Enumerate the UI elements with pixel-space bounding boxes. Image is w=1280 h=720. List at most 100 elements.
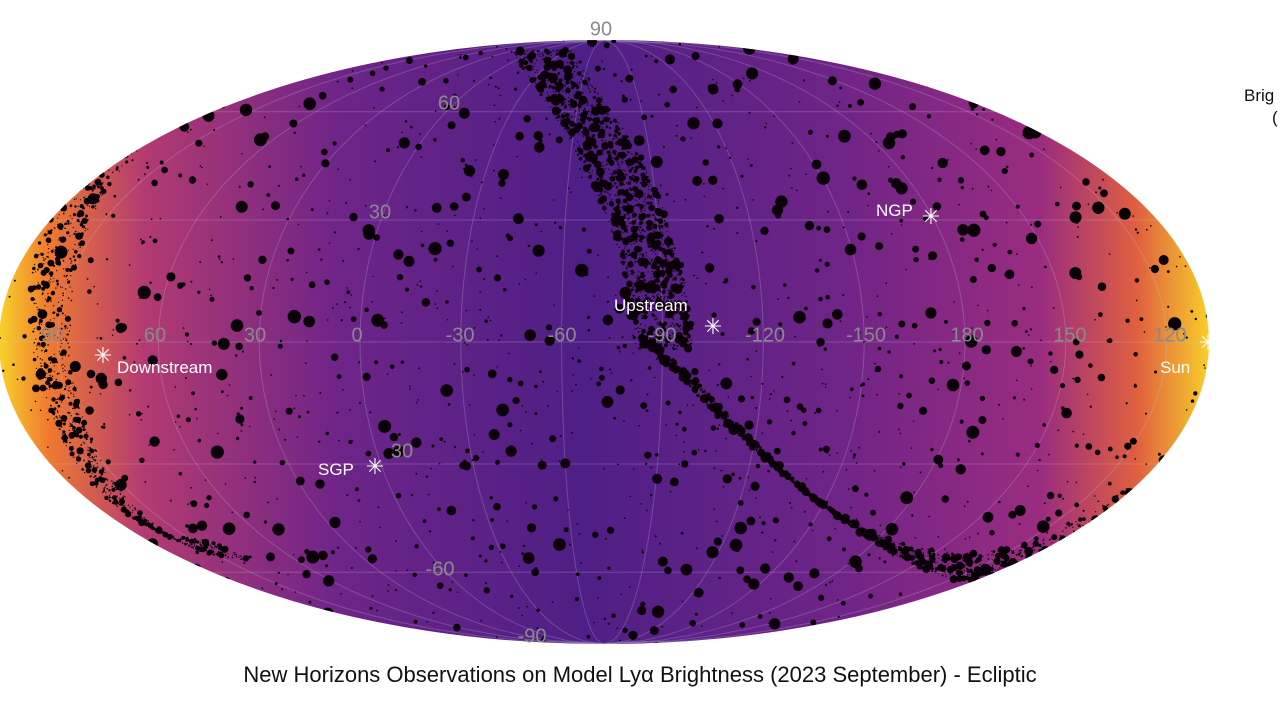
masked-star [607,566,611,570]
masked-star [138,339,141,341]
masked-star [579,151,584,155]
masked-star [1026,584,1028,587]
masked-star [923,567,926,569]
masked-star [146,538,159,550]
masked-star [651,258,653,261]
masked-star [149,436,160,447]
masked-star [608,133,612,137]
masked-star [295,394,297,397]
masked-star [542,91,544,93]
masked-star [659,337,661,339]
masked-star [691,368,699,376]
masked-star [540,230,542,233]
masked-star [976,581,978,584]
masked-star [463,165,476,177]
masked-star [990,550,993,553]
masked-star [743,575,751,584]
masked-star [796,403,804,411]
masked-star [704,389,706,391]
masked-star [1201,272,1207,278]
masked-star [862,181,866,184]
masked-star [534,71,536,73]
masked-star [971,612,982,623]
masked-star [458,56,462,59]
masked-star [1082,524,1084,527]
masked-star [908,554,916,561]
masked-star [998,92,1007,100]
masked-star [1132,541,1136,545]
masked-star [1182,515,1185,518]
masked-star [928,251,938,261]
masked-star [537,72,539,74]
masked-star [1079,557,1081,559]
masked-star [182,327,185,329]
masked-star [680,531,684,535]
masked-star [650,287,653,289]
masked-star [947,361,950,364]
masked-star [1028,562,1030,564]
masked-star [279,638,282,641]
masked-star [468,404,471,406]
masked-star [563,527,569,533]
masked-star [536,608,540,613]
masked-star [1096,518,1098,520]
masked-star [646,201,650,205]
masked-star [489,496,493,500]
masked-star [2,207,6,210]
masked-star [644,231,646,233]
masked-star [1075,638,1086,644]
masked-star [306,550,320,564]
masked-star [701,251,704,254]
masked-star [652,283,661,292]
masked-star [875,242,884,251]
masked-star [789,501,792,504]
masked-star [873,470,876,472]
masked-star [1124,525,1126,527]
masked-star [694,612,698,616]
masked-star [760,563,771,574]
masked-star [790,419,792,422]
masked-star [1131,186,1133,189]
masked-star [647,185,650,187]
masked-star [1018,586,1021,588]
masked-star [1069,47,1071,50]
masked-star [569,136,572,139]
masked-star [1034,220,1042,228]
masked-star [824,583,828,587]
masked-star [1033,536,1039,542]
masked-star [28,103,31,107]
masked-star [543,635,546,638]
masked-star [1173,206,1184,217]
masked-star [707,406,710,408]
masked-star [1102,178,1104,181]
masked-star [944,559,947,562]
masked-star [1090,524,1092,527]
masked-star [1100,553,1102,555]
masked-star [765,122,767,125]
masked-star [1175,518,1177,520]
masked-star [627,261,634,268]
masked-star [1134,458,1137,460]
masked-star [1021,574,1023,576]
masked-star [446,641,449,643]
masked-star [599,188,601,190]
masked-star [1046,565,1048,568]
masked-star [595,168,598,170]
masked-star [847,562,849,565]
masked-star [651,277,653,279]
masked-star [1008,563,1011,565]
masked-star [722,187,724,190]
masked-star [633,271,635,274]
masked-star [30,630,40,641]
masked-star [1161,514,1163,517]
masked-star [1038,459,1041,462]
masked-star [332,141,337,146]
masked-star [1083,561,1090,568]
masked-star [1016,584,1020,588]
masked-star [852,176,857,181]
masked-star [991,118,994,121]
masked-star [577,71,582,76]
masked-star [672,332,674,335]
masked-star [52,205,57,210]
masked-star [1153,83,1155,85]
